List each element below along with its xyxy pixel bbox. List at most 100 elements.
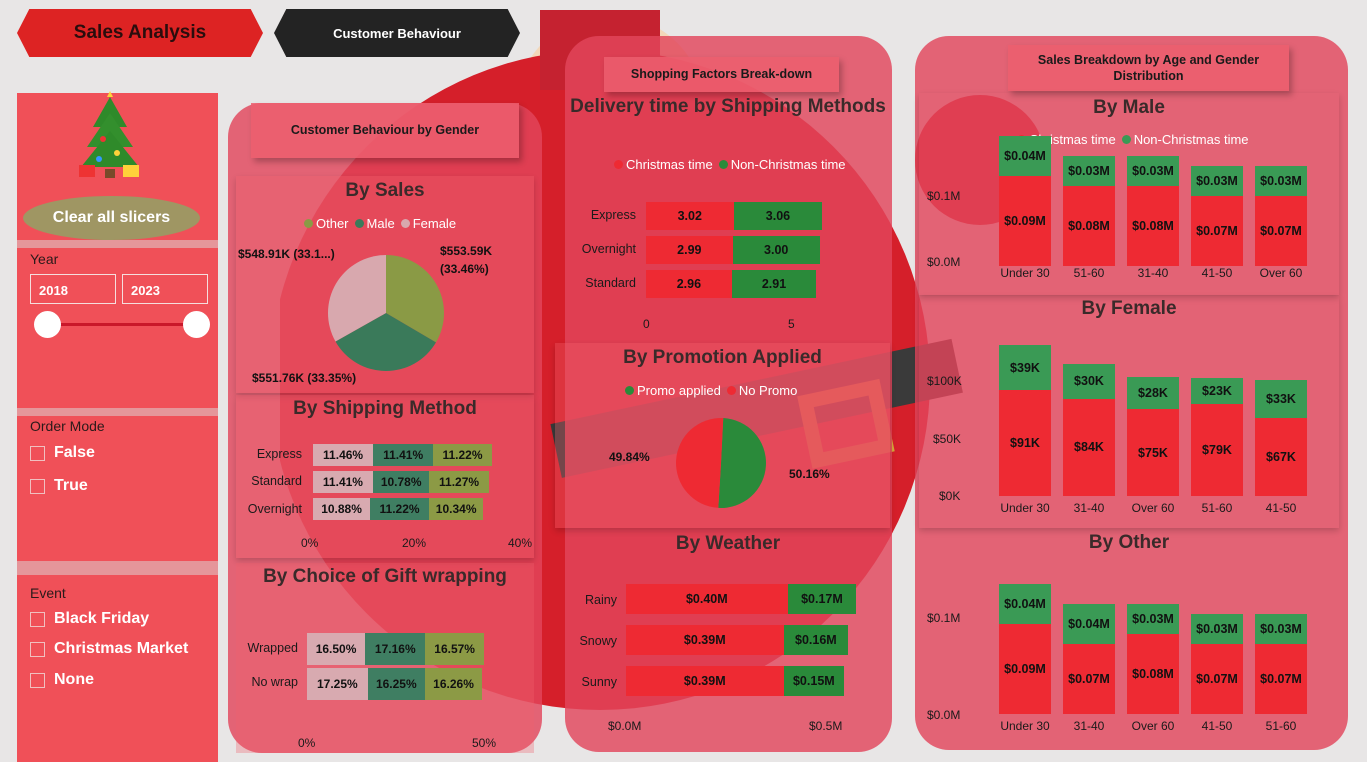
- delivery-bar-christmas: 3.02: [646, 202, 734, 230]
- weather-cat: Rainy: [585, 593, 617, 607]
- pie-slice-promo-applied: [718, 418, 766, 508]
- shipping-bar-segment: 11.22%: [370, 498, 429, 520]
- promotion-title: By Promotion Applied: [623, 347, 822, 368]
- shipping-method-section: By Shipping Method Express Standard Over…: [236, 395, 534, 558]
- pie-label-male: $551.76K (33.35%): [252, 371, 357, 385]
- delivery-cat: Standard: [585, 276, 636, 290]
- year-slider-track[interactable]: [47, 323, 197, 326]
- male-bar-christmas: $0.09M: [999, 176, 1051, 266]
- female-bar-christmas: $79K: [1191, 404, 1243, 496]
- weather-axis-tick: $0.5M: [809, 719, 843, 733]
- gift-cat: Wrapped: [247, 641, 299, 655]
- pie-label-other-pct: (33.46%): [440, 262, 489, 276]
- female-bar-non-christmas: $39K: [999, 345, 1051, 391]
- delivery-cat: Express: [590, 208, 636, 222]
- other-bar-non-christmas: $0.04M: [1063, 604, 1115, 644]
- other-y-tick: $0.1M: [927, 611, 961, 625]
- weather-bar-a: $0.39M: [626, 666, 784, 696]
- year-slider-min-handle[interactable]: [34, 311, 61, 338]
- female-bar-christmas: $75K: [1127, 409, 1179, 496]
- other-bar-non-christmas: $0.04M: [999, 584, 1051, 624]
- other-bar-christmas: $0.07M: [1255, 644, 1307, 714]
- female-bar-non-christmas: $23K: [1191, 377, 1243, 405]
- delivery-time-section: Delivery time by Shipping Methods Christ…: [566, 93, 890, 340]
- male-y-tick: $0.0M: [927, 255, 961, 269]
- delivery-bar-non-christmas: 3.06: [733, 202, 823, 230]
- other-bar-christmas: $0.07M: [1191, 644, 1243, 714]
- tab-customer-behaviour[interactable]: Customer Behaviour: [274, 9, 520, 57]
- order-mode-false-checkbox[interactable]: False: [30, 444, 95, 462]
- female-bar-non-christmas: $28K: [1127, 376, 1179, 409]
- female-x-tick: Over 60: [1131, 501, 1175, 515]
- pie-slice-female: [328, 255, 386, 342]
- promotion-section: By Promotion Applied Promo applied No Pr…: [555, 343, 890, 528]
- delivery-legend: Christmas time Non-Christmas time: [614, 157, 846, 172]
- gift-bar-segment: 16.57%: [425, 633, 484, 665]
- order-mode-true-checkbox[interactable]: True: [30, 477, 88, 495]
- pie-slice-no-promo: [675, 417, 724, 508]
- weather-bar-b: $0.16M: [783, 625, 849, 655]
- year-from-input[interactable]: 2018: [30, 274, 116, 304]
- by-female-section: By Female $100K $50K $0K $91K $39K Under 3…: [919, 296, 1339, 528]
- age-gender-header: Sales Breakdown by Age and Gender Distri…: [1008, 45, 1289, 91]
- event-none-checkbox[interactable]: None: [30, 671, 94, 689]
- promo-label-no: 49.84%: [609, 450, 650, 464]
- clear-all-slicers-button[interactable]: Clear all slicers: [23, 196, 200, 240]
- shipping-axis-tick: 0%: [301, 536, 319, 550]
- weather-title: By Weather: [675, 533, 781, 554]
- year-label: Year: [30, 251, 59, 267]
- by-sales-section: By Sales Other Male Female $553.59K (33.…: [236, 176, 534, 393]
- female-bar-christmas: $91K: [999, 390, 1051, 496]
- other-x-tick: 51-60: [1265, 719, 1297, 733]
- female-x-tick: Under 30: [1000, 501, 1050, 515]
- year-slider-max-handle[interactable]: [183, 311, 210, 338]
- event-christmas-market-checkbox[interactable]: Christmas Market: [30, 640, 188, 658]
- by-female-title: By Female: [1081, 298, 1177, 319]
- male-bar-non-christmas: $0.03M: [1255, 166, 1307, 196]
- by-male-section: By Male Christmas time Non-Christmas tim…: [919, 93, 1339, 295]
- male-bar-christmas: $0.07M: [1191, 196, 1243, 266]
- gift-wrapping-section: By Choice of Gift wrapping Wrapped No wr…: [236, 563, 534, 753]
- delivery-axis-tick: 0: [643, 317, 650, 331]
- by-sales-legend: Other Male Female: [304, 216, 456, 231]
- shipping-method-title: By Shipping Method: [293, 398, 477, 419]
- shipping-bar-segment: 11.27%: [429, 471, 489, 493]
- event-black-friday-checkbox[interactable]: Black Friday: [30, 610, 149, 628]
- female-x-tick: 51-60: [1201, 501, 1233, 515]
- shipping-cat: Overnight: [247, 502, 302, 516]
- gender-panel-header: Customer Behaviour by Gender: [251, 103, 519, 158]
- other-bar-christmas: $0.07M: [1063, 644, 1115, 714]
- gift-bar-segment: 17.16%: [365, 633, 426, 665]
- christmas-tree-icon: [79, 91, 139, 178]
- other-y-tick: $0.0M: [927, 708, 961, 722]
- pie-label-female: $548.91K (33.1...): [238, 247, 335, 261]
- year-to-input[interactable]: 2023: [122, 274, 208, 304]
- female-bar-non-christmas: $30K: [1063, 363, 1115, 399]
- female-y-tick: $50K: [933, 432, 962, 446]
- male-bar-christmas: $0.08M: [1063, 186, 1115, 266]
- male-bar-non-christmas: $0.03M: [1191, 166, 1243, 196]
- weather-axis-tick: $0.0M: [608, 719, 642, 733]
- shipping-bar-segment: 10.88%: [313, 498, 371, 520]
- male-y-tick: $0.1M: [927, 189, 961, 203]
- weather-bar-a: $0.40M: [626, 584, 788, 614]
- shipping-bar-segment: 10.34%: [429, 498, 484, 520]
- female-bar-non-christmas: $33K: [1255, 380, 1307, 419]
- female-bar-christmas: $84K: [1063, 398, 1115, 496]
- by-male-title: By Male: [1093, 97, 1165, 118]
- shipping-cat: Standard: [251, 474, 302, 488]
- other-x-tick: 41-50: [1201, 719, 1233, 733]
- pie-label-other: $553.59K: [440, 244, 493, 258]
- weather-bar-b: $0.15M: [783, 666, 845, 696]
- delivery-bar-non-christmas: 3.00: [732, 236, 820, 264]
- delivery-time-title: Delivery time by Shipping Methods: [570, 96, 886, 117]
- pie-slice-male: [335, 313, 436, 371]
- male-x-tick: 41-50: [1201, 266, 1233, 280]
- tab-sales-analysis[interactable]: Sales Analysis: [17, 9, 263, 57]
- other-bar-christmas: $0.08M: [1127, 634, 1179, 714]
- shipping-bar-segment: 11.46%: [313, 444, 374, 466]
- female-x-tick: 41-50: [1265, 501, 1297, 515]
- delivery-axis-tick: 5: [788, 317, 795, 331]
- female-x-tick: 31-40: [1073, 501, 1105, 515]
- filter-sidebar: Clear all slicers Year 2018 2023 Order M…: [17, 91, 218, 762]
